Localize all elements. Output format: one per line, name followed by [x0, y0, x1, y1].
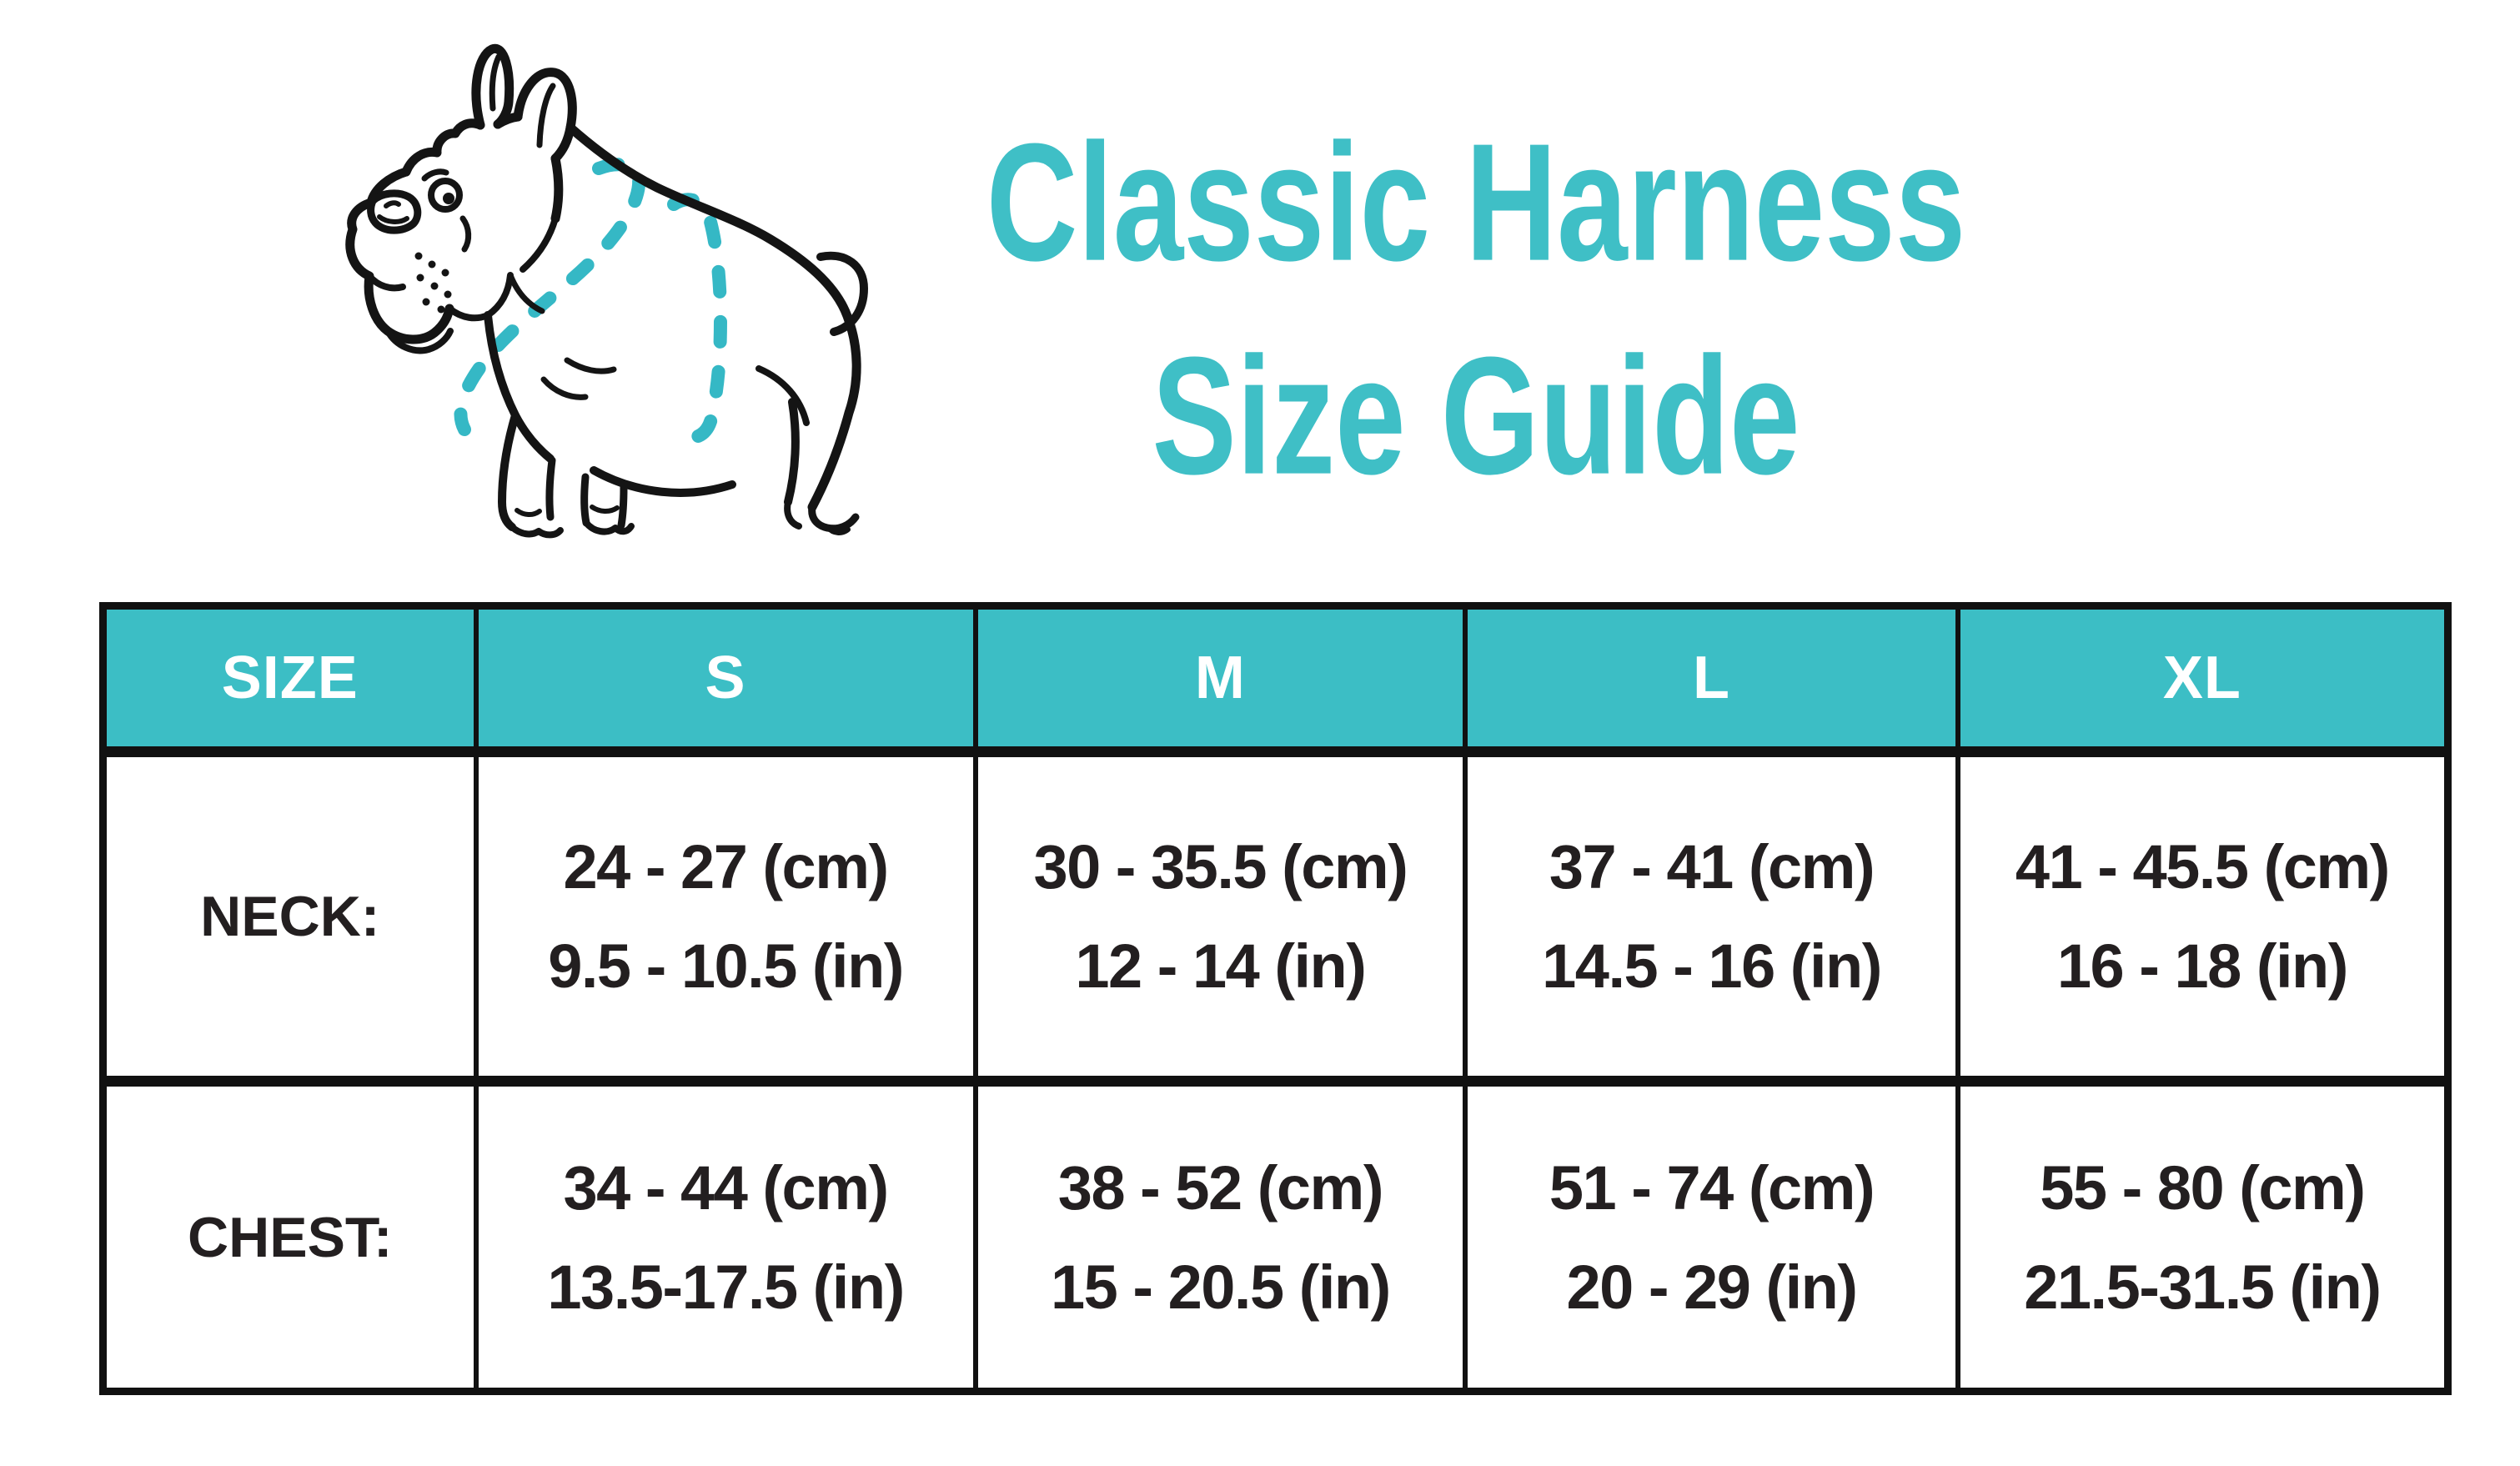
chest-front	[484, 311, 555, 463]
page-title: Classic Harness Size Guide	[892, 109, 2060, 510]
shoulder-accent	[540, 376, 589, 400]
table-row-chest: CHEST: 34 - 44 (cm) 13.5-17.5 (in) 38 - …	[100, 1076, 2451, 1394]
row-label-neck: NECK:	[100, 746, 479, 1084]
chest-l-cell: 51 - 74 (cm) 20 - 29 (in)	[1463, 1076, 1960, 1394]
hind-leg-front-edge	[784, 398, 800, 506]
column-header-s: S	[473, 603, 978, 757]
in-value: 14.5 - 16 (in)	[1542, 931, 1882, 1001]
neck-l-cell: 37 - 41 (cm) 14.5 - 16 (in)	[1463, 746, 1960, 1084]
thigh-accent	[755, 365, 810, 426]
column-header-xl: XL	[1955, 603, 2451, 757]
eye	[428, 178, 463, 213]
jaw-line	[520, 215, 559, 273]
rear-toes	[826, 525, 851, 535]
in-value: 12 - 14 (in)	[1075, 931, 1366, 1001]
cm-value: 38 - 52 (cm)	[1057, 1152, 1384, 1223]
eyebrow	[421, 168, 449, 182]
chin	[384, 328, 454, 354]
right-ear-inner	[536, 83, 556, 148]
muzzle-freckles	[414, 252, 452, 314]
front-leg2-right	[617, 483, 628, 530]
column-header-m: M	[972, 603, 1468, 757]
mouth	[366, 273, 406, 292]
page-title-line2: Size Guide	[1152, 322, 1800, 510]
column-header-l: L	[1463, 603, 1960, 757]
front-toes	[515, 508, 542, 517]
rear-paw	[808, 503, 860, 533]
rear-paw-2	[784, 499, 802, 530]
cm-value: 55 - 80 (cm)	[2040, 1152, 2366, 1223]
front-paw	[509, 524, 564, 539]
neck-xl-cell: 41 - 45.5 (cm) 16 - 18 (in)	[1955, 746, 2451, 1084]
in-value: 13.5-17.5 (in)	[547, 1252, 905, 1322]
jowl-fold	[446, 305, 491, 322]
head-brow	[401, 118, 485, 177]
in-value: 20 - 29 (in)	[1566, 1252, 1858, 1322]
in-value: 21.5-31.5 (in)	[2024, 1252, 2382, 1322]
cm-value: 24 - 27 (cm)	[563, 832, 889, 901]
neck-s-cell: 24 - 27 (cm) 9.5 - 10.5 (in)	[473, 746, 978, 1084]
nostril	[384, 200, 401, 208]
left-ear	[471, 43, 515, 130]
nose-underline	[377, 214, 409, 224]
cm-value: 37 - 41 (cm)	[1549, 832, 1875, 901]
right-ear	[513, 68, 577, 163]
cm-value: 34 - 44 (cm)	[563, 1152, 889, 1223]
front-leg-inner	[545, 456, 556, 521]
page-title-line1: Classic Harness	[986, 108, 1966, 297]
chest-xl-cell: 55 - 80 (cm) 21.5-31.5 (in)	[1955, 1076, 2451, 1394]
back-outline	[565, 123, 861, 512]
chest-measurement-line	[667, 193, 727, 445]
row-label-chest: CHEST:	[100, 1076, 479, 1394]
cheek-up	[484, 272, 514, 319]
pupil	[443, 193, 454, 204]
front-toes2	[590, 505, 620, 514]
chest-s-cell: 34 - 44 (cm) 13.5-17.5 (in)	[473, 1076, 978, 1394]
front-paw2	[583, 520, 635, 535]
in-value: 15 - 20.5 (in)	[1051, 1252, 1391, 1322]
tail	[816, 251, 868, 336]
neck-measurement-line	[454, 158, 646, 436]
header-row: SIZE S M L XL	[100, 603, 2451, 757]
cheek-crease	[459, 215, 472, 253]
front-leg2-left	[580, 473, 590, 527]
chest-accent	[564, 357, 617, 374]
in-value: 9.5 - 10.5 (in)	[548, 931, 904, 1001]
head-top	[493, 112, 523, 129]
front-leg-outer	[498, 411, 520, 531]
chest-m-cell: 38 - 52 (cm) 15 - 20.5 (in)	[972, 1076, 1468, 1394]
belly	[590, 466, 736, 497]
neck-m-cell: 30 - 35.5 (cm) 12 - 14 (in)	[972, 746, 1468, 1084]
in-value: 16 - 18 (in)	[2056, 931, 2349, 1001]
french-bulldog-illustration	[345, 43, 868, 539]
cm-value: 51 - 74 (cm)	[1549, 1152, 1875, 1223]
cm-value: 41 - 45.5 (cm)	[2015, 832, 2390, 901]
head-side	[550, 153, 564, 223]
table-row-neck: NECK: 24 - 27 (cm) 9.5 - 10.5 (in) 30 - …	[100, 746, 2451, 1084]
neck-crease	[507, 272, 545, 314]
size-column-header: SIZE	[100, 603, 479, 757]
size-table: SIZE S M L XL NECK: 24 - 27 (cm) 9.5 - 1…	[99, 602, 2452, 1395]
nose	[367, 189, 422, 234]
cm-value: 30 - 35.5 (cm)	[1033, 832, 1408, 901]
left-ear-inner	[489, 53, 502, 112]
